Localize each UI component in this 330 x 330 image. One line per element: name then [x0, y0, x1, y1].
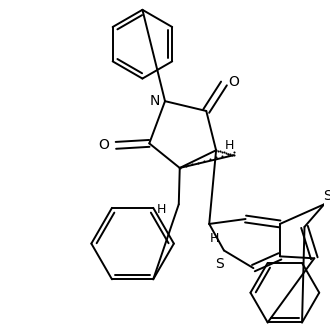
Text: S: S [323, 189, 330, 203]
Text: S: S [215, 257, 223, 271]
Text: H: H [210, 232, 219, 245]
Text: H: H [225, 139, 235, 152]
Text: O: O [99, 138, 110, 152]
Text: N: N [150, 94, 160, 108]
Text: O: O [228, 75, 239, 88]
Text: H: H [156, 203, 166, 216]
